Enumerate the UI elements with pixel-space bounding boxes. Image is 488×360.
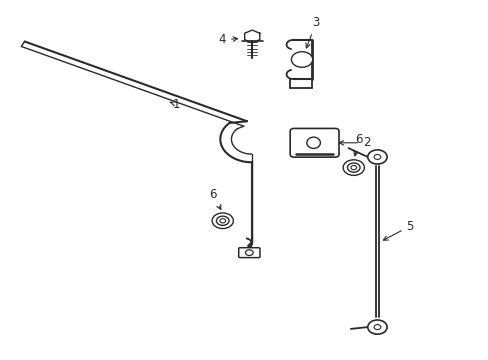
Circle shape [216, 216, 228, 225]
Text: 1: 1 [170, 98, 180, 111]
Circle shape [373, 325, 380, 329]
Circle shape [367, 320, 386, 334]
Circle shape [347, 163, 359, 172]
Circle shape [291, 52, 312, 67]
Circle shape [350, 166, 356, 170]
Circle shape [245, 250, 253, 256]
FancyBboxPatch shape [289, 129, 338, 157]
Circle shape [212, 213, 233, 229]
Circle shape [220, 219, 225, 223]
FancyBboxPatch shape [238, 248, 260, 258]
Circle shape [343, 160, 364, 175]
Text: 2: 2 [339, 136, 370, 149]
Text: 4: 4 [218, 33, 237, 46]
Text: 6: 6 [353, 133, 362, 156]
Circle shape [367, 150, 386, 164]
Circle shape [373, 154, 380, 159]
Text: 6: 6 [209, 188, 221, 210]
Text: 3: 3 [305, 16, 319, 48]
Ellipse shape [306, 137, 320, 148]
Text: 5: 5 [383, 220, 413, 240]
